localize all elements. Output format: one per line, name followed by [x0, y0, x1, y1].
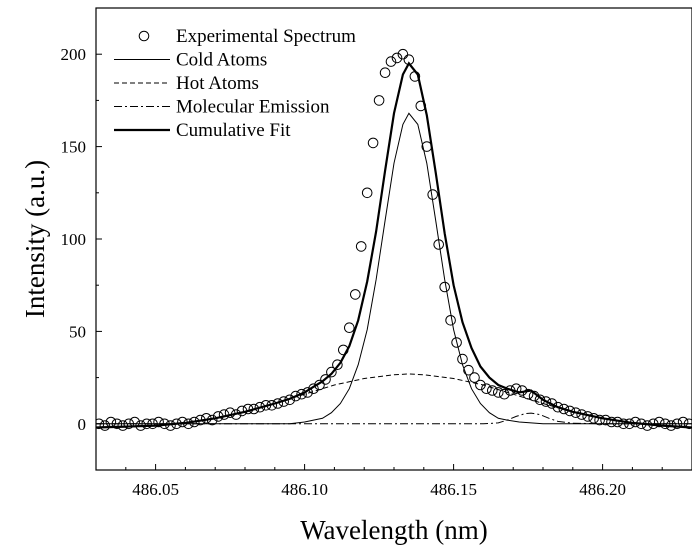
data-point	[380, 68, 390, 78]
legend-entry: Hot Atoms	[114, 73, 259, 94]
x-tick-label: 486.10	[281, 480, 328, 499]
legend-entry: Cold Atoms	[114, 50, 267, 71]
data-point	[678, 417, 688, 427]
data-point	[440, 282, 450, 292]
data-point	[356, 242, 366, 252]
y-tick-label: 50	[69, 322, 86, 341]
data-point	[351, 290, 361, 300]
legend-label: Molecular Emission	[176, 97, 330, 118]
y-tick-label: 200	[61, 45, 87, 64]
x-tick-label: 486.20	[579, 480, 626, 499]
legend-entry: Cumulative Fit	[114, 120, 291, 141]
data-point	[458, 354, 468, 364]
data-point	[589, 414, 599, 424]
legend-label: Cumulative Fit	[176, 120, 291, 141]
legend-label: Hot Atoms	[176, 73, 259, 94]
legend: Experimental Spectrum Cold AtomsHot Atoms…	[114, 26, 356, 141]
data-point	[345, 323, 355, 333]
legend-label: Experimental Spectrum	[176, 26, 356, 47]
y-axis-title: Intensity (a.u.)	[20, 160, 50, 318]
y-tick-label: 0	[78, 415, 87, 434]
series-line-cumulative-fit	[96, 63, 692, 427]
data-point	[488, 386, 498, 396]
legend-marker	[139, 31, 149, 41]
x-tick-label: 486.05	[132, 480, 179, 499]
data-point	[374, 96, 384, 106]
data-point	[446, 316, 456, 326]
legend-label: Cold Atoms	[176, 50, 267, 71]
x-axis-title: Wavelength (nm)	[300, 515, 488, 545]
legend-entry: Molecular Emission	[114, 97, 330, 118]
data-point	[362, 188, 372, 198]
y-tick-label: 150	[61, 138, 87, 157]
data-point	[368, 138, 378, 148]
x-tick-label: 486.15	[430, 480, 477, 499]
series-line-cold-atoms	[96, 113, 692, 424]
legend-entry: Experimental Spectrum	[139, 26, 356, 47]
data-point	[494, 388, 504, 398]
y-tick-label: 100	[61, 230, 87, 249]
